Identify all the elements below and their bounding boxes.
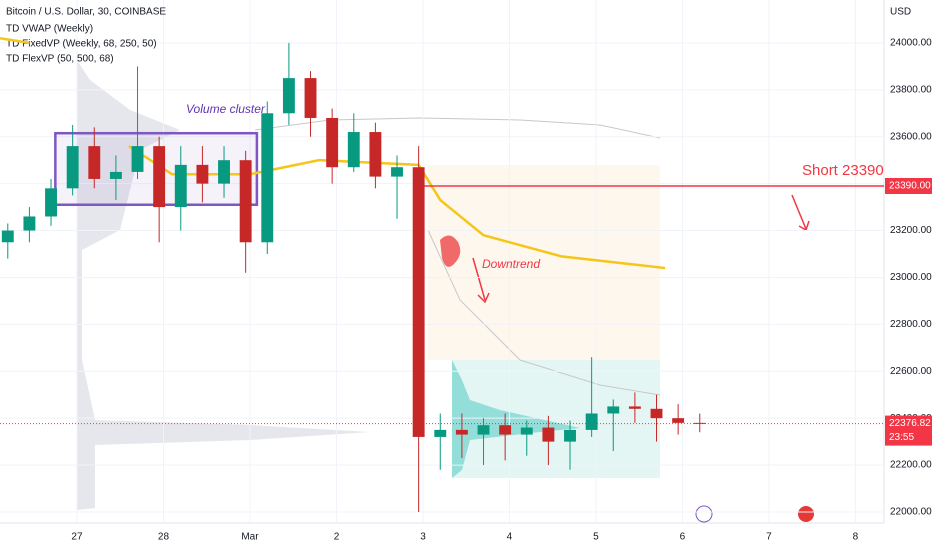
y-tick-label: 23600.00 xyxy=(890,131,932,142)
annotation: Volume cluster xyxy=(186,102,266,116)
countdown-label: 23:55 xyxy=(889,432,914,443)
candle-body xyxy=(347,132,360,168)
price-label: 23390.00 xyxy=(889,181,931,192)
annotation: Short 23390 xyxy=(802,162,884,179)
indicator-label: TD VWAP (Weekly) xyxy=(6,24,93,35)
y-tick-label: 23200.00 xyxy=(890,225,932,236)
candle-body xyxy=(131,146,144,172)
vwap-band xyxy=(427,229,661,396)
indicator-label: TD FlexVP (50, 500, 68) xyxy=(6,54,114,65)
price-label: 22376.82 xyxy=(889,418,931,429)
candle-body xyxy=(45,188,57,217)
candle-body xyxy=(326,117,339,168)
candle-body xyxy=(1,230,14,243)
y-tick-label: 22000.00 xyxy=(890,507,932,518)
candle-body xyxy=(650,408,663,419)
candle-body xyxy=(66,146,79,189)
grid xyxy=(0,0,884,523)
x-tick-label: Mar xyxy=(241,532,259,543)
candle-body xyxy=(153,146,166,208)
y-tick-label: 24000.00 xyxy=(890,38,932,49)
background xyxy=(0,0,885,524)
candle-body xyxy=(196,164,209,184)
x-tick-label: 5 xyxy=(593,532,599,543)
arrow-head xyxy=(477,292,490,304)
candle-body xyxy=(672,418,685,423)
candle-body xyxy=(499,425,512,435)
candle-body xyxy=(693,422,706,424)
arrow xyxy=(791,194,807,230)
indicator-label: TD FixedVP (Weekly, 68, 250, 50) xyxy=(6,39,157,50)
y-tick-label: 22600.00 xyxy=(890,366,932,377)
candle-body xyxy=(218,160,230,184)
x-tick-label: 27 xyxy=(71,532,83,543)
annotation: Downtrend xyxy=(482,257,540,271)
x-tick-label: 6 xyxy=(680,532,686,543)
arrow xyxy=(472,257,486,301)
candle-body xyxy=(434,429,447,437)
candle-body xyxy=(607,406,620,414)
candle-body xyxy=(369,132,382,177)
vwap-band xyxy=(254,117,661,139)
candle-body xyxy=(109,171,122,179)
y-tick-label: 22800.00 xyxy=(890,319,932,330)
candle-body xyxy=(412,167,425,437)
volume-profile-recent xyxy=(452,360,580,478)
candle-body xyxy=(564,429,576,442)
candle-body xyxy=(455,429,468,435)
candle-body xyxy=(174,164,187,208)
candle-body xyxy=(585,413,598,430)
candle-body xyxy=(23,216,36,231)
price-badge xyxy=(885,177,932,194)
chart-title: Bitcoin / U.S. Dollar, 30, COINBASE xyxy=(6,7,166,18)
candle-body xyxy=(628,406,641,409)
event-icon[interactable] xyxy=(798,506,814,522)
candle-body xyxy=(542,427,555,442)
candle-body xyxy=(239,160,252,243)
volume-profile xyxy=(77,60,370,510)
candle-body xyxy=(88,146,101,179)
price-badge xyxy=(885,415,932,446)
candle-body xyxy=(261,113,274,243)
x-tick-label: 8 xyxy=(853,532,859,543)
candle-body xyxy=(477,425,490,435)
candle-body xyxy=(304,78,317,118)
y-tick-label: 22200.00 xyxy=(890,460,932,471)
y-tick-label: 23000.00 xyxy=(890,272,932,283)
x-tick-label: 2 xyxy=(334,532,340,543)
bear-icon xyxy=(440,235,461,267)
x-tick-label: 28 xyxy=(158,532,170,543)
event-icon[interactable] xyxy=(695,505,713,523)
candle-body xyxy=(520,427,533,435)
candle-body xyxy=(391,167,403,177)
y-axis-label: USD xyxy=(890,7,911,18)
arrow-head xyxy=(798,220,810,232)
x-tick-label: 7 xyxy=(766,532,772,543)
candle-body xyxy=(282,78,295,114)
x-tick-label: 4 xyxy=(507,532,513,543)
y-tick-label: 23800.00 xyxy=(890,84,932,95)
x-tick-label: 3 xyxy=(420,532,426,543)
